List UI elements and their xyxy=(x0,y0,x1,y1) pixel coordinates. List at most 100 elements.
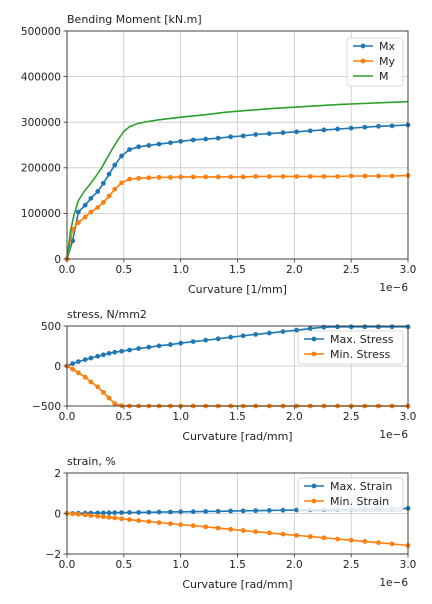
data-point xyxy=(100,390,106,395)
legend-entry: My xyxy=(379,55,395,68)
data-point xyxy=(280,130,286,136)
data-point xyxy=(253,132,259,137)
data-point xyxy=(190,523,196,529)
data-point xyxy=(168,140,173,146)
data-point xyxy=(294,129,300,135)
data-point xyxy=(178,174,184,180)
data-point xyxy=(178,340,184,346)
data-point xyxy=(280,507,286,513)
data-point xyxy=(253,508,259,514)
data-point xyxy=(266,131,272,137)
data-point xyxy=(294,327,300,333)
data-point xyxy=(376,123,381,129)
legend-box xyxy=(297,477,404,512)
data-point xyxy=(178,522,184,528)
data-point xyxy=(362,173,368,179)
legend-marker xyxy=(360,43,366,49)
x-tick-label: 1.5 xyxy=(229,264,246,276)
data-point xyxy=(146,509,152,515)
legend: Max. Strain Min. Strain xyxy=(297,477,404,512)
data-point xyxy=(136,346,142,351)
data-point xyxy=(203,524,209,530)
data-point xyxy=(335,324,340,330)
data-point xyxy=(100,510,106,516)
data-point xyxy=(215,336,221,342)
legend-entry: Max. Strain xyxy=(330,480,392,493)
data-point xyxy=(95,189,101,194)
data-point xyxy=(127,347,132,353)
data-point xyxy=(106,193,112,199)
data-point xyxy=(294,174,300,179)
data-point xyxy=(203,136,209,142)
panel-title: Bending Moment [kN.m] xyxy=(67,13,202,26)
data-point xyxy=(228,526,234,532)
data-point xyxy=(376,540,381,546)
y-tick-label: 0 xyxy=(54,361,61,373)
data-point xyxy=(203,337,209,343)
data-point xyxy=(321,535,327,541)
x-tick-label: 0.0 xyxy=(59,559,76,571)
data-point xyxy=(253,332,259,337)
data-point xyxy=(112,186,118,192)
data-point xyxy=(136,144,142,150)
legend-marker xyxy=(311,336,317,342)
data-point xyxy=(127,147,132,152)
data-point xyxy=(119,348,124,354)
y-tick-label: −2 xyxy=(46,549,61,561)
x-tick-label: 1.0 xyxy=(172,411,189,423)
legend-box xyxy=(297,330,404,365)
chart-panel-2: 0.0 0.5 1.0 1.5 2.0 2.5 3.0 −500 0 500 stress, N/m… xyxy=(32,308,416,443)
data-point xyxy=(127,517,132,522)
data-point xyxy=(168,521,173,527)
data-point xyxy=(88,513,94,518)
data-point xyxy=(106,350,112,356)
y-tick-label: 2 xyxy=(54,468,61,480)
data-point xyxy=(348,324,354,330)
data-point xyxy=(100,352,106,358)
x-tick-label: 2.0 xyxy=(286,559,303,571)
data-point xyxy=(190,509,196,515)
data-point xyxy=(156,520,162,526)
data-point xyxy=(348,537,354,543)
data-point xyxy=(146,519,152,524)
data-point xyxy=(106,171,112,177)
legend-entry: Min. Stress xyxy=(330,348,391,361)
data-point xyxy=(190,137,196,143)
data-point xyxy=(127,176,132,182)
data-point xyxy=(228,508,234,514)
data-point xyxy=(112,162,118,168)
data-point xyxy=(95,513,101,519)
data-point xyxy=(240,508,246,514)
data-point xyxy=(75,359,81,364)
data-point xyxy=(348,125,354,131)
data-point xyxy=(280,329,286,334)
data-point xyxy=(376,324,381,330)
data-point xyxy=(389,123,395,129)
data-point xyxy=(215,525,221,531)
chart-panel-1: 0.0 0.5 1.0 1.5 2.0 2.5 3.0 0 100000 200000 300000… xyxy=(21,13,416,296)
x-tick-label: 3.0 xyxy=(400,264,417,276)
data-point xyxy=(168,342,173,347)
x-tick-label: 0.0 xyxy=(59,264,76,276)
data-point xyxy=(266,508,272,513)
data-point xyxy=(82,512,88,518)
x-tick-label: 2.5 xyxy=(343,559,360,571)
x-tick-label: 0.5 xyxy=(115,559,132,571)
y-tick-label: 400000 xyxy=(21,71,61,83)
y-tick-label: 200000 xyxy=(21,163,61,175)
data-point xyxy=(389,324,395,330)
data-point xyxy=(100,180,106,186)
x-tick-label: 3.0 xyxy=(400,559,417,571)
data-point xyxy=(106,514,112,520)
data-point xyxy=(321,127,327,133)
data-point xyxy=(321,174,327,179)
data-point xyxy=(307,326,313,331)
data-point xyxy=(156,343,162,349)
data-point xyxy=(389,541,395,547)
data-point xyxy=(178,509,184,515)
data-point xyxy=(240,333,246,339)
data-point xyxy=(119,153,124,159)
data-point xyxy=(100,200,106,205)
data-point xyxy=(266,330,272,336)
